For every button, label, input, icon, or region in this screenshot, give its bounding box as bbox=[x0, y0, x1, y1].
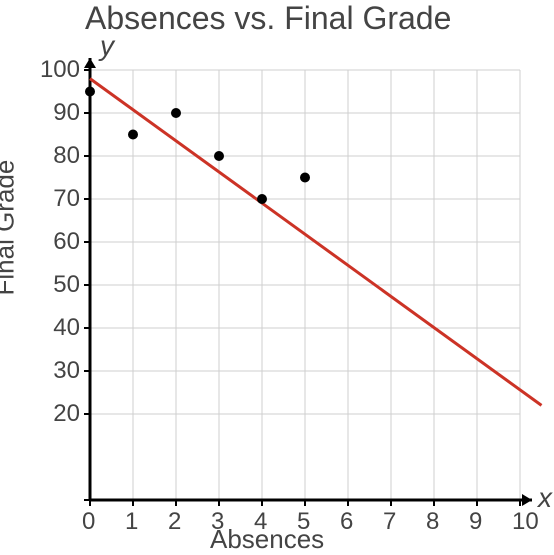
y-tick-label: 70 bbox=[53, 185, 80, 213]
x-tick-label: 1 bbox=[125, 508, 138, 536]
x-axis-variable: x bbox=[538, 482, 552, 514]
y-tick-label: 30 bbox=[53, 357, 80, 385]
y-tick-label: 50 bbox=[53, 271, 80, 299]
x-tick-label: 5 bbox=[297, 508, 310, 536]
x-tick-label: 9 bbox=[469, 508, 482, 536]
y-tick-label: 40 bbox=[53, 314, 80, 342]
y-tick-label: 90 bbox=[53, 99, 80, 127]
x-tick-label: 3 bbox=[211, 508, 224, 536]
x-tick-label: 10 bbox=[512, 508, 539, 536]
chart-container: Absences vs. Final Grade y Final Grade A… bbox=[0, 0, 554, 555]
y-tick-label: 80 bbox=[53, 142, 80, 170]
x-tick-label: 7 bbox=[383, 508, 396, 536]
x-tick-label: 4 bbox=[254, 508, 267, 536]
x-tick-label: 8 bbox=[426, 508, 439, 536]
x-tick-label: 2 bbox=[168, 508, 181, 536]
x-tick-label: 6 bbox=[340, 508, 353, 536]
y-tick-label: 20 bbox=[53, 400, 80, 428]
chart-svg bbox=[0, 0, 554, 555]
y-tick-label: 60 bbox=[53, 228, 80, 256]
y-tick-label: 100 bbox=[40, 56, 80, 84]
x-tick-label: 0 bbox=[82, 508, 95, 536]
